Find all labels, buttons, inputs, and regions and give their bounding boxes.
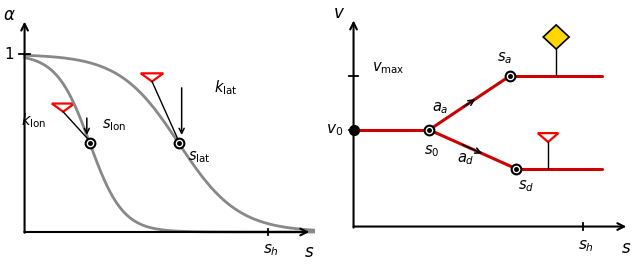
Text: $s_h$: $s_h$ [262, 243, 278, 258]
Text: $s_d$: $s_d$ [518, 178, 534, 194]
Text: $a_a$: $a_a$ [432, 100, 448, 116]
Text: $s_0$: $s_0$ [424, 143, 440, 159]
Text: $k_\mathrm{lon}$: $k_\mathrm{lon}$ [21, 112, 46, 130]
Text: $a_d$: $a_d$ [458, 151, 475, 167]
Text: $s_a$: $s_a$ [497, 50, 513, 66]
Text: $v$: $v$ [333, 5, 345, 21]
Text: $\alpha$: $\alpha$ [3, 7, 16, 24]
Text: $1$: $1$ [4, 46, 14, 62]
Text: $s_\mathrm{lat}$: $s_\mathrm{lat}$ [188, 149, 210, 165]
Text: $k_\mathrm{lat}$: $k_\mathrm{lat}$ [214, 78, 237, 97]
Polygon shape [543, 25, 569, 49]
Text: $s_h$: $s_h$ [578, 238, 594, 254]
Text: $s$: $s$ [621, 240, 632, 257]
Text: $s$: $s$ [304, 244, 314, 262]
Text: $v_\mathrm{max}$: $v_\mathrm{max}$ [372, 60, 405, 76]
Text: $v_0$: $v_0$ [326, 122, 343, 138]
Text: $s_\mathrm{lon}$: $s_\mathrm{lon}$ [102, 118, 126, 133]
